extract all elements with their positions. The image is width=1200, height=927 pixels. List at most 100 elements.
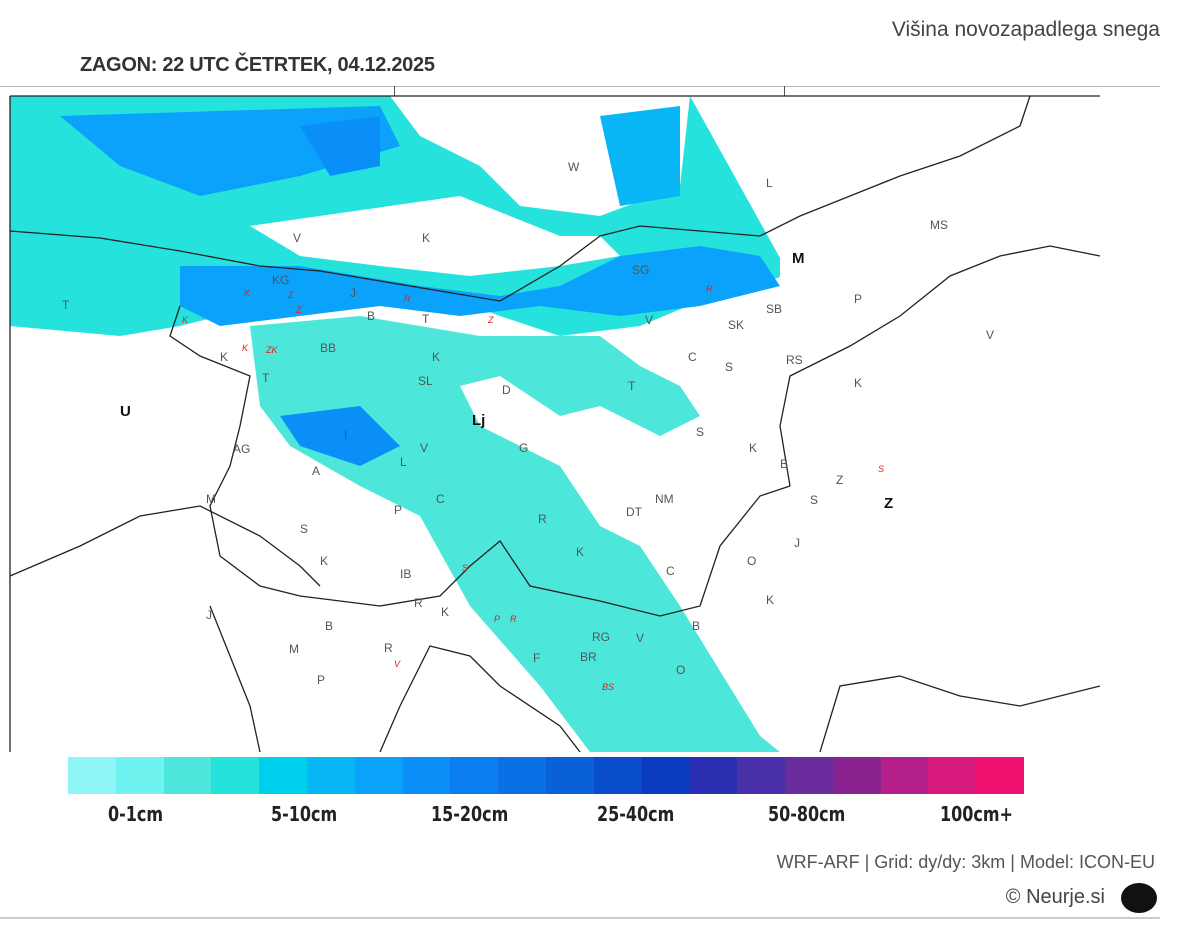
place-label: P [394, 503, 403, 517]
place-label: NM [655, 492, 674, 506]
peak-label: R [706, 284, 713, 294]
place-label: S [810, 493, 819, 507]
run-time: ZAGON: 22 UTC ČETRTEK, 04.12.2025 [80, 54, 435, 76]
legend-swatch [68, 757, 116, 794]
place-label: V [420, 441, 429, 455]
legend-swatch [976, 757, 1024, 794]
place-label: F [533, 651, 541, 665]
place-label: C [436, 492, 445, 506]
place-label: DT [626, 505, 642, 519]
peak-label: R [510, 614, 517, 624]
place-label: R [538, 512, 547, 526]
place-label: SB [766, 302, 783, 316]
peak-label: S [462, 563, 469, 573]
place-label: W [568, 160, 580, 174]
peak-label: Z [296, 305, 302, 315]
legend-swatch [928, 757, 977, 794]
place-label: B [780, 457, 789, 471]
peak-label: R [404, 294, 411, 304]
place-label: T [422, 312, 430, 326]
place-label: C [688, 350, 697, 364]
place-label: S [696, 425, 705, 439]
peak-label: K [182, 315, 189, 325]
legend-swatch [259, 757, 307, 794]
peak-label: Z [288, 290, 294, 300]
place-label: M [289, 642, 299, 656]
place-label: J [794, 536, 800, 550]
legend-swatch [641, 757, 690, 794]
legend-swatch [545, 757, 594, 794]
place-label: K [766, 593, 775, 607]
place-label: P [317, 673, 326, 687]
snow-fields [10, 96, 1100, 752]
legend-swatch [402, 757, 451, 794]
legend-label: 25-40cm [597, 802, 675, 826]
place-label: L [400, 455, 407, 469]
peak-label: BS [602, 682, 615, 692]
place-label: K [432, 350, 441, 364]
place-label: S [300, 522, 309, 536]
copyright-link[interactable]: © Neurje.si [1005, 886, 1105, 908]
legend-label: 0-1cm [108, 802, 164, 826]
place-label: B [367, 309, 376, 323]
peak-label: ZK [266, 345, 278, 355]
place-label: K [220, 350, 229, 364]
place-label: O [676, 663, 686, 677]
peak-label: S [878, 464, 885, 474]
tick [784, 86, 785, 96]
place-label: O [747, 554, 757, 568]
place-label: SK [728, 318, 745, 332]
place-label: R [384, 641, 393, 655]
legend-swatch [354, 757, 403, 794]
place-label: Z [836, 473, 844, 487]
color-legend [68, 757, 1024, 794]
place-label: K [422, 231, 431, 245]
place-label: V [293, 231, 302, 245]
peak-label: K [242, 343, 249, 353]
place-label: V [636, 631, 645, 645]
peak-label: V [394, 659, 401, 669]
place-label: K [441, 605, 450, 619]
legend-swatch [737, 757, 785, 794]
legend-swatch [498, 757, 546, 794]
legend-swatch [880, 757, 929, 794]
legend-swatch [450, 757, 499, 794]
place-label: P [854, 292, 863, 306]
place-label: B [692, 619, 701, 633]
place-label: K [576, 545, 585, 559]
legend-swatch [784, 757, 833, 794]
place-label: RS [786, 353, 803, 367]
place-label: V [986, 328, 995, 342]
place-label: M [792, 250, 805, 267]
place-label: Z [884, 495, 894, 512]
place-label: R [414, 596, 423, 610]
place-label: T [62, 298, 70, 312]
place-label: S [725, 360, 734, 374]
peak-label: P [494, 614, 501, 624]
place-label: L [766, 176, 773, 190]
place-label: RG [592, 630, 610, 644]
tick [394, 86, 395, 96]
model-info: WRF-ARF | Grid: dy/dy: 3km | Model: ICON… [776, 852, 1155, 872]
divider [0, 86, 1160, 87]
place-label: MS [930, 218, 948, 232]
legend-swatch [115, 757, 164, 794]
legend-swatch [306, 757, 355, 794]
peak-label: K [244, 288, 251, 298]
place-label: D [502, 383, 511, 397]
legend-swatch [211, 757, 260, 794]
place-label: A [312, 464, 321, 478]
place-label: J [350, 286, 356, 300]
place-label: SL [418, 374, 433, 388]
divider [0, 917, 1160, 919]
place-label: BR [580, 650, 597, 664]
place-label: I [344, 428, 348, 442]
map-title: Višina novozapadlega snega [891, 18, 1160, 41]
place-label: BB [320, 341, 337, 355]
legend-swatch [832, 757, 881, 794]
legend-swatch [593, 757, 642, 794]
place-label: T [262, 371, 270, 385]
place-label: C [666, 564, 675, 578]
place-label: Lj [472, 412, 486, 429]
place-label: KG [272, 273, 290, 287]
